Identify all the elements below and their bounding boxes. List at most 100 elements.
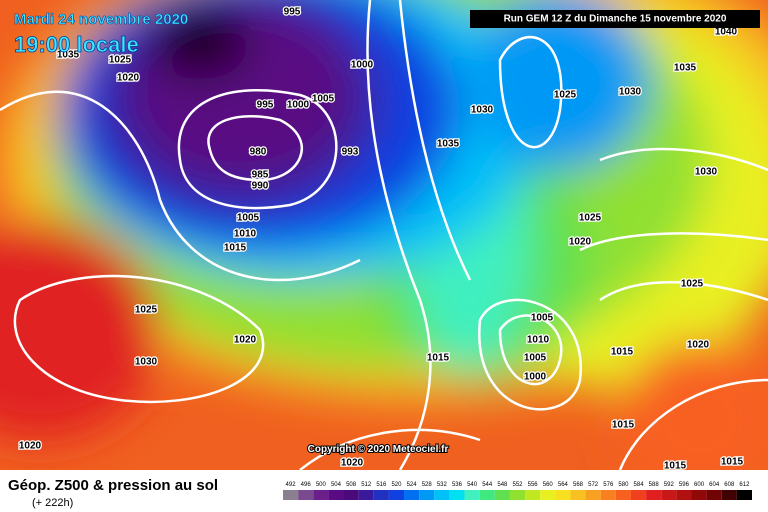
isobar-label: 1035	[674, 63, 697, 74]
scale-label: 512	[361, 482, 372, 488]
scale-label: 568	[573, 482, 584, 488]
scale-swatch	[404, 490, 420, 500]
isobar-label: 980	[250, 147, 267, 158]
scale-label: 536	[452, 482, 463, 488]
scale-swatch	[706, 490, 722, 500]
isobar-label: 990	[252, 181, 269, 192]
isobar-label: 1020	[234, 335, 257, 346]
scale-swatch	[343, 490, 359, 500]
isobar-label: 1015	[611, 347, 634, 358]
scale-label: 540	[467, 482, 478, 488]
run-label: Run GEM 12 Z du Dimanche 15 novembre 202…	[504, 14, 727, 25]
scale-swatch	[585, 490, 601, 500]
isobar-label: 995	[284, 7, 301, 18]
scale-swatch	[313, 490, 329, 500]
scale-label: 588	[649, 482, 660, 488]
isobar-label: 1035	[437, 139, 460, 150]
copyright: Copyright © 2020 Meteociel.fr	[308, 444, 449, 455]
scale-label: 508	[346, 482, 357, 488]
scale-label: 612	[739, 482, 750, 488]
footer-title: Géop. Z500 & pression au sol	[8, 477, 218, 494]
scale-swatch	[449, 490, 465, 500]
color-scale: 492 496 500 504 508 512 516 520 524 528 532 536 540 5…	[283, 482, 752, 500]
scale-label: 564	[558, 482, 569, 488]
scale-swatch	[540, 490, 556, 500]
isobar-lines	[0, 0, 768, 470]
isobar-label: 1025	[681, 279, 704, 290]
scale-label: 496	[301, 482, 312, 488]
scale-label: 596	[679, 482, 690, 488]
isobar-label: 1000	[287, 100, 310, 111]
scale-label: 604	[709, 482, 720, 488]
scale-label: 592	[664, 482, 675, 488]
scale-swatch	[479, 490, 495, 500]
scale-label: 576	[603, 482, 614, 488]
scale-label: 560	[543, 482, 554, 488]
scale-label: 532	[437, 482, 448, 488]
isobar-label: 995	[257, 100, 274, 111]
scale-swatch	[328, 490, 344, 500]
scale-swatch	[388, 490, 405, 500]
scale-swatch	[691, 490, 707, 500]
scale-swatch	[615, 490, 631, 500]
isobar-label: 1020	[569, 237, 592, 248]
scale-swatch	[525, 490, 541, 500]
isobar-label: 1010	[234, 229, 257, 240]
isobar-label: 1020	[687, 340, 710, 351]
isobar-label: 1015	[721, 457, 744, 468]
scale-swatch	[646, 490, 662, 500]
scale-label: 584	[634, 482, 645, 488]
scale-swatch	[676, 490, 692, 500]
scale-swatch	[283, 490, 299, 500]
isobar-label: 1000	[351, 60, 374, 71]
isobar-label: 1015	[427, 353, 450, 364]
scale-label: 556	[528, 482, 539, 488]
scale-swatch	[630, 490, 647, 500]
isobar-label: 1020	[341, 458, 364, 469]
isobar-label: 1025	[109, 55, 132, 66]
scale-label: 572	[588, 482, 599, 488]
scale-label: 528	[422, 482, 433, 488]
time-label: 19:00 locale	[14, 32, 139, 57]
isobar-label: 1005	[312, 94, 335, 105]
isobar-label: 1005	[531, 313, 554, 324]
isobar-label: 1030	[695, 167, 718, 178]
scale-swatch	[494, 490, 510, 500]
scale-swatch	[509, 490, 526, 500]
isobar-label: 1000	[524, 372, 547, 383]
isobar-label: 1005	[524, 353, 547, 364]
scale-label: 552	[512, 482, 523, 488]
isobar-label: 1035	[57, 50, 80, 61]
scale-swatch	[419, 490, 435, 500]
scale-label: 504	[331, 482, 342, 488]
isobar-label: 1030	[135, 357, 158, 368]
isobar-label: 1015	[612, 420, 635, 431]
isobar-label: 1020	[117, 73, 140, 84]
date-label: Mardi 24 novembre 2020	[14, 11, 188, 28]
scale-label: 500	[316, 482, 327, 488]
scale-label: 608	[724, 482, 735, 488]
scale-swatch	[736, 490, 752, 500]
footer-lead: (+ 222h)	[32, 497, 73, 509]
isobar-label: 1030	[471, 105, 494, 116]
isobar-label: 1005	[237, 213, 260, 224]
run-box	[470, 10, 760, 28]
scale-swatch	[373, 490, 389, 500]
scale-label: 580	[618, 482, 629, 488]
scale-label: 548	[497, 482, 508, 488]
scale-swatch	[570, 490, 586, 500]
isobar-label: 1025	[579, 213, 602, 224]
scale-swatch	[600, 490, 616, 500]
scale-swatch	[555, 490, 571, 500]
isobar-label: 993	[342, 147, 359, 158]
isobar-label: 1015	[224, 243, 247, 254]
scale-swatch	[358, 490, 374, 500]
isobar-label: 1030	[619, 87, 642, 98]
scale-label: 516	[376, 482, 387, 488]
scale-label: 524	[407, 482, 418, 488]
isobar-label: 1025	[135, 305, 158, 316]
isobar-label: 1025	[554, 90, 577, 101]
